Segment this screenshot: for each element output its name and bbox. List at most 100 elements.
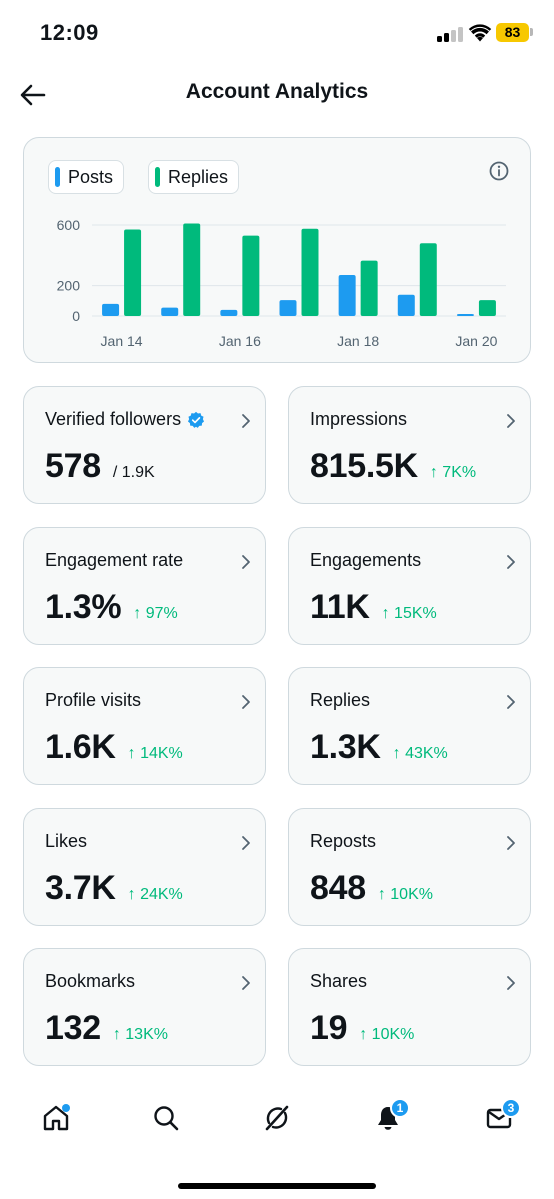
stat-card-reposts[interactable]: Reposts 848 ↑ 10K% [288,808,531,926]
tab-home[interactable] [36,1098,76,1138]
stat-card-verified-followers[interactable]: Verified followers 578 / 1.9K [23,386,266,504]
arrow-left-icon [20,84,46,106]
back-button[interactable] [16,78,50,112]
activity-chart: 0 200 600 Jan 14 Jan 16 Jan 18 Jan 20 [57,217,506,349]
home-icon [43,1105,69,1131]
info-icon[interactable] [488,160,510,182]
x-tick-label: Jan 20 [455,333,497,349]
y-tick-label: 0 [72,308,80,324]
posts-swatch [55,167,60,187]
stat-label: Engagement rate [45,550,184,570]
stat-change: ↑ 10K% [359,1026,415,1043]
stat-value: 1.3% [45,588,122,626]
stat-value-row: 578 / 1.9K [45,447,155,486]
bar-posts[interactable] [220,309,238,316]
chevron-right-icon [507,414,515,428]
stat-card-profile-visits[interactable]: Profile visits 1.6K ↑ 14K% [23,667,266,785]
search-icon [154,1106,179,1131]
stat-card-engagement-rate[interactable]: Engagement rate 1.3% ↑ 97% [23,527,266,645]
chevron-right-icon [507,555,515,569]
stat-card-engagements[interactable]: Engagements 11K ↑ 15K% [288,527,531,645]
stat-label: Likes [45,831,88,851]
stat-change: ↑ 14K% [127,745,183,762]
stat-value-row: 1.3% ↑ 97% [45,588,178,627]
stat-value: 848 [310,869,366,907]
stat-value-row: 848 ↑ 10K% [310,869,433,908]
y-tick-label: 200 [57,278,81,294]
y-tick-label: 600 [57,217,81,233]
home-indicator [178,1183,376,1189]
chevron-right-icon [242,414,250,428]
chevron-right-icon [507,695,515,709]
bar-replies[interactable] [419,243,437,316]
stat-value-row: 815.5K ↑ 7K% [310,447,476,486]
stat-value: 1.6K [45,728,116,766]
stat-label: Replies [310,690,371,710]
x-tick-label: Jan 14 [101,333,143,349]
stat-change: ↑ 7K% [429,464,477,481]
legend-replies-label: Replies [168,166,229,187]
cellular-signal-icon [437,26,463,42]
stat-label: Engagements [310,550,422,570]
grok-icon [265,1105,289,1131]
stat-card-bookmarks[interactable]: Bookmarks 132 ↑ 13K% [23,948,266,1066]
bar-replies[interactable] [242,235,260,316]
stat-label: Impressions [310,409,408,429]
battery-cap [530,28,533,36]
bar-posts[interactable] [161,307,179,316]
stat-card-likes[interactable]: Likes 3.7K ↑ 24K% [23,808,266,926]
stat-value: 815.5K [310,447,418,485]
stat-label: Bookmarks [45,971,136,991]
legend-posts[interactable]: Posts [48,160,125,194]
stat-value-row: 1.3K ↑ 43K% [310,728,448,767]
stat-value-row: 1.6K ↑ 14K% [45,728,183,767]
bar-posts[interactable] [102,303,120,316]
stat-label: Shares [310,971,368,991]
bar-replies[interactable] [183,223,201,316]
stat-card-impressions[interactable]: Impressions 815.5K ↑ 7K% [288,386,531,504]
bar-posts[interactable] [456,314,474,316]
stat-value-row: 11K ↑ 15K% [310,588,437,627]
chevron-right-icon [507,836,515,850]
stat-card-shares[interactable]: Shares 19 ↑ 10K% [288,948,531,1066]
tab-messages[interactable]: 3 [479,1098,521,1138]
bar-replies[interactable] [124,229,142,316]
legend-replies[interactable]: Replies [148,160,240,194]
stat-label: Verified followers [45,409,182,429]
stat-value: 3.7K [45,869,116,907]
bottom-tab-bar: 1 3 [0,1090,554,1152]
stat-change: ↑ 43K% [392,745,448,762]
stat-label: Profile visits [45,690,142,710]
notifications-badge: 1 [390,1098,410,1118]
status-bar: 12:09 83 [0,0,554,66]
stat-value: 578 [45,447,101,485]
verified-badge-icon [188,411,205,428]
status-time: 12:09 [40,20,99,45]
stat-value-row: 3.7K ↑ 24K% [45,869,183,908]
page-title: Account Analytics [185,80,369,103]
stat-change: ↑ 10K% [377,886,433,903]
bar-posts[interactable] [279,300,297,316]
bar-replies[interactable] [360,260,378,316]
activity-chart-card: 0 200 600 Jan 14 Jan 16 Jan 18 Jan 20 Posts Re… [23,137,531,363]
stat-card-replies[interactable]: Replies 1.3K ↑ 43K% [288,667,531,785]
messages-badge: 3 [501,1098,521,1118]
stat-change: ↑ 13K% [112,1026,168,1043]
header: Account Analytics [0,66,554,126]
bar-posts[interactable] [338,275,356,316]
battery-indicator: 83 [496,23,529,42]
bar-replies[interactable] [301,228,319,316]
bar-replies[interactable] [478,300,496,316]
chevron-right-icon [507,976,515,990]
x-tick-label: Jan 18 [337,333,379,349]
tab-notifications[interactable]: 1 [368,1098,410,1138]
chart-legend: Posts Replies [48,160,240,194]
stat-total: / 1.9K [112,464,155,481]
stat-value: 1.3K [310,728,381,766]
stat-value: 11K [310,588,370,626]
tab-search[interactable] [146,1098,186,1138]
tab-grok[interactable] [257,1098,297,1138]
bar-posts[interactable] [397,294,415,316]
stat-value-row: 132 ↑ 13K% [45,1009,168,1048]
chevron-right-icon [242,695,250,709]
